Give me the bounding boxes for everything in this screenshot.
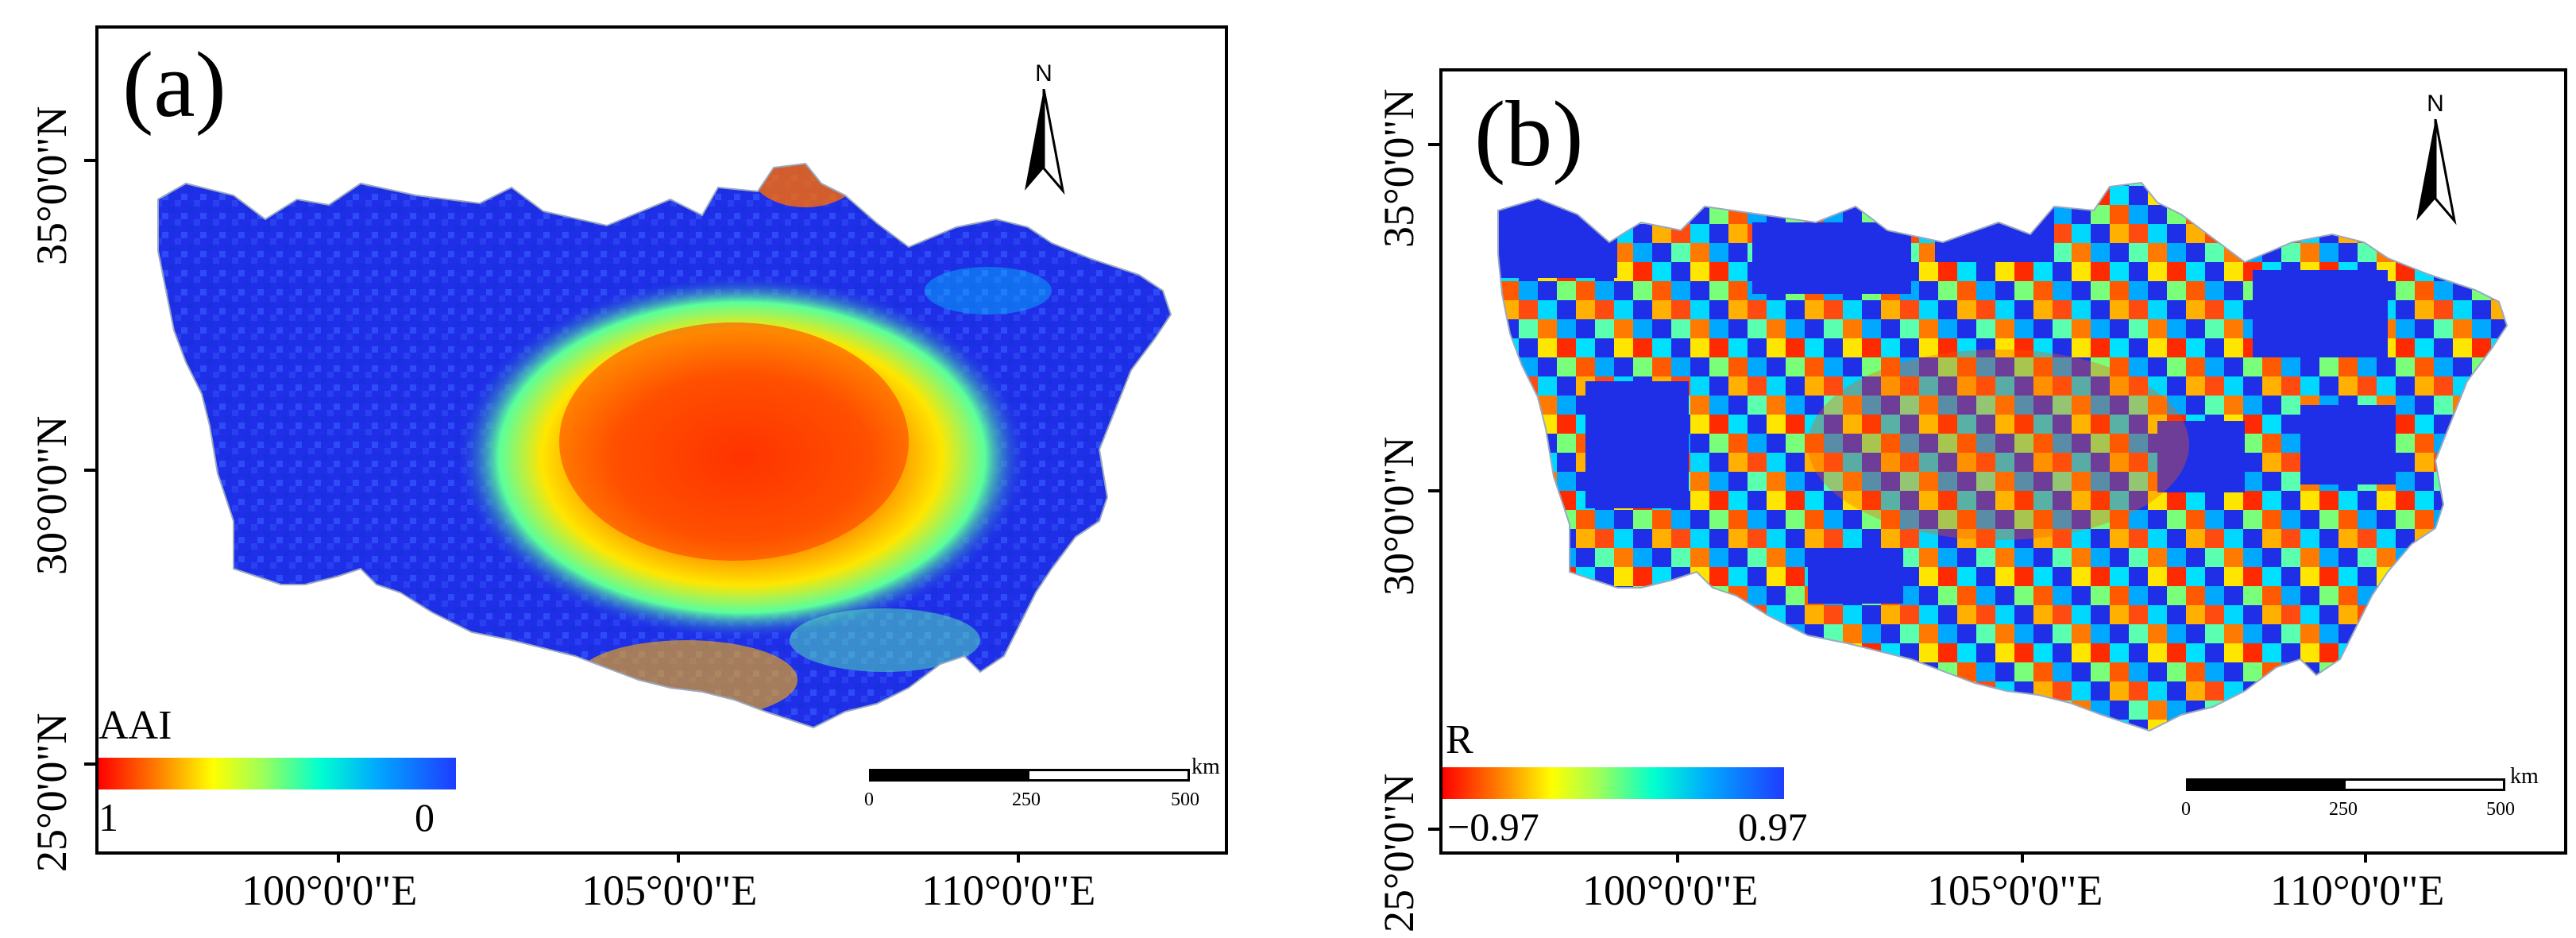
legend-colorbar-a [98, 758, 456, 789]
scale-unit-b: km [2510, 764, 2539, 789]
panel-label-b: (b) [1474, 82, 1584, 186]
xtick-a-1 [337, 851, 340, 863]
scale-tick-250-b: 250 [2329, 799, 2358, 820]
x-label-b-110: 110°0'0"E [2270, 867, 2445, 914]
ytick-b-2 [1428, 489, 1439, 492]
map-b [1497, 181, 2508, 732]
north-arrow-a: N [1020, 60, 1068, 195]
ytick-a-1 [84, 159, 95, 162]
x-label-a-110: 110°0'0"E [921, 867, 1096, 914]
ytick-a-3 [84, 762, 95, 766]
x-label-b-100: 100°0'0"E [1582, 867, 1759, 914]
scale-tick-250-a: 250 [1012, 789, 1041, 810]
north-letter-b: N [2427, 91, 2444, 117]
y-label-a-30: 30°0'0"N [28, 415, 75, 575]
x-label-b-105: 105°0'0"E [1927, 867, 2103, 914]
north-arrow-icon [2416, 119, 2457, 226]
y-label-b-30: 30°0'0"N [1375, 436, 1423, 596]
ytick-a-2 [84, 469, 95, 472]
panel-label-a: (a) [122, 33, 226, 137]
x-label-a-105: 105°0'0"E [581, 867, 758, 914]
legend-colorbar-b [1442, 767, 1784, 799]
y-label-a-25: 25°0'0"N [28, 712, 75, 872]
map-a [157, 162, 1172, 729]
study-area-outline-a [157, 162, 1172, 729]
north-arrow-icon [1025, 89, 1065, 195]
scale-bar-b [2186, 778, 2505, 791]
scale-tick-500-a: 500 [1171, 789, 1199, 810]
north-arrow-b: N [2412, 91, 2459, 226]
scale-tick-500-b: 500 [2486, 799, 2515, 820]
raster-b [1498, 183, 2507, 731]
legend-title-a: AAI [98, 703, 172, 748]
legend-max-b: 0.97 [1738, 805, 1808, 849]
scale-bar-a [869, 769, 1190, 782]
study-area-outline-b [1497, 181, 2508, 732]
legend-min-a: 1 [98, 795, 118, 840]
scale-unit-a: km [1191, 755, 1220, 779]
x-label-a-100: 100°0'0"E [241, 867, 418, 914]
xtick-b-1 [1676, 851, 1679, 863]
legend-max-a: 0 [415, 795, 434, 840]
xtick-a-2 [677, 851, 680, 863]
map-frame-b: (b) N R −0.97 0.97 0 250 500 km [1439, 68, 2567, 855]
y-label-b-35: 35°0'0"N [1375, 88, 1423, 248]
legend-min-b: −0.97 [1447, 805, 1539, 849]
xtick-b-3 [2364, 851, 2367, 863]
north-letter-a: N [1035, 60, 1052, 87]
scale-tick-0-b: 0 [2181, 799, 2191, 820]
ytick-b-1 [1428, 143, 1439, 146]
legend-title-b: R [1446, 717, 1473, 762]
y-label-a-35: 35°0'0"N [28, 106, 75, 265]
ytick-b-3 [1428, 828, 1439, 831]
xtick-b-2 [2021, 851, 2024, 863]
y-label-b-25: 25°0'0"N [1375, 773, 1423, 932]
map-frame-a: (a) N AAI 1 0 0 250 500 km [95, 25, 1228, 855]
xtick-a-3 [1017, 851, 1020, 863]
scale-tick-0-a: 0 [864, 789, 874, 810]
